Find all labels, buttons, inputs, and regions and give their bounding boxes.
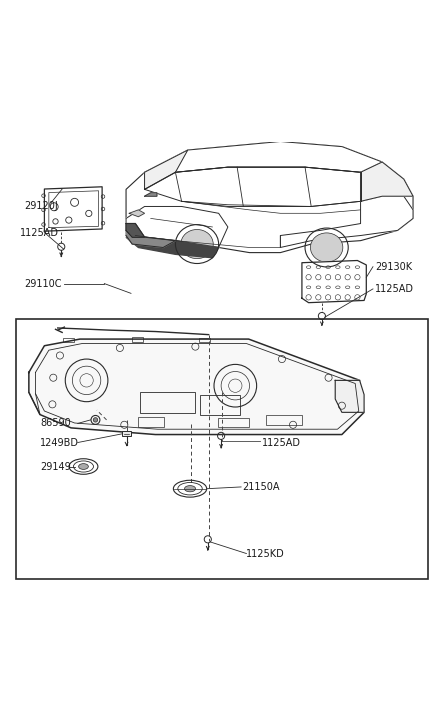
Bar (132, 337, 143, 342)
Polygon shape (145, 142, 382, 189)
Polygon shape (44, 187, 102, 231)
Text: 21150A: 21150A (242, 482, 279, 492)
Text: 1125KD: 1125KD (246, 549, 285, 558)
Bar (200, 395, 240, 414)
Text: 1125AD: 1125AD (20, 228, 59, 238)
Ellipse shape (184, 486, 195, 492)
Bar (266, 415, 302, 425)
Text: 1125AD: 1125AD (375, 284, 414, 294)
Polygon shape (145, 150, 188, 189)
Bar (122, 431, 131, 436)
Text: 29110C: 29110C (24, 278, 62, 289)
Text: 29130K: 29130K (375, 262, 412, 272)
Ellipse shape (79, 464, 88, 470)
Polygon shape (129, 210, 145, 217)
Ellipse shape (181, 230, 213, 259)
Polygon shape (126, 142, 413, 252)
Bar (199, 338, 210, 342)
Ellipse shape (310, 233, 343, 262)
Polygon shape (126, 237, 218, 258)
Circle shape (93, 418, 98, 422)
Polygon shape (361, 162, 413, 201)
Polygon shape (145, 193, 157, 196)
Polygon shape (145, 167, 361, 206)
Polygon shape (335, 380, 364, 412)
Text: 29149: 29149 (40, 462, 71, 472)
Polygon shape (29, 339, 364, 435)
Text: 1249BD: 1249BD (40, 438, 79, 448)
Bar (138, 417, 164, 427)
Polygon shape (302, 260, 366, 302)
Bar (16, 319, 428, 579)
Text: 29120J: 29120J (24, 201, 58, 211)
Polygon shape (126, 206, 228, 247)
Bar (140, 392, 195, 413)
Bar (63, 338, 74, 342)
Bar (218, 418, 249, 427)
Polygon shape (126, 223, 145, 237)
Polygon shape (280, 196, 413, 247)
Polygon shape (126, 230, 175, 247)
Text: 1125AD: 1125AD (262, 438, 301, 448)
Text: 86590: 86590 (40, 419, 71, 428)
